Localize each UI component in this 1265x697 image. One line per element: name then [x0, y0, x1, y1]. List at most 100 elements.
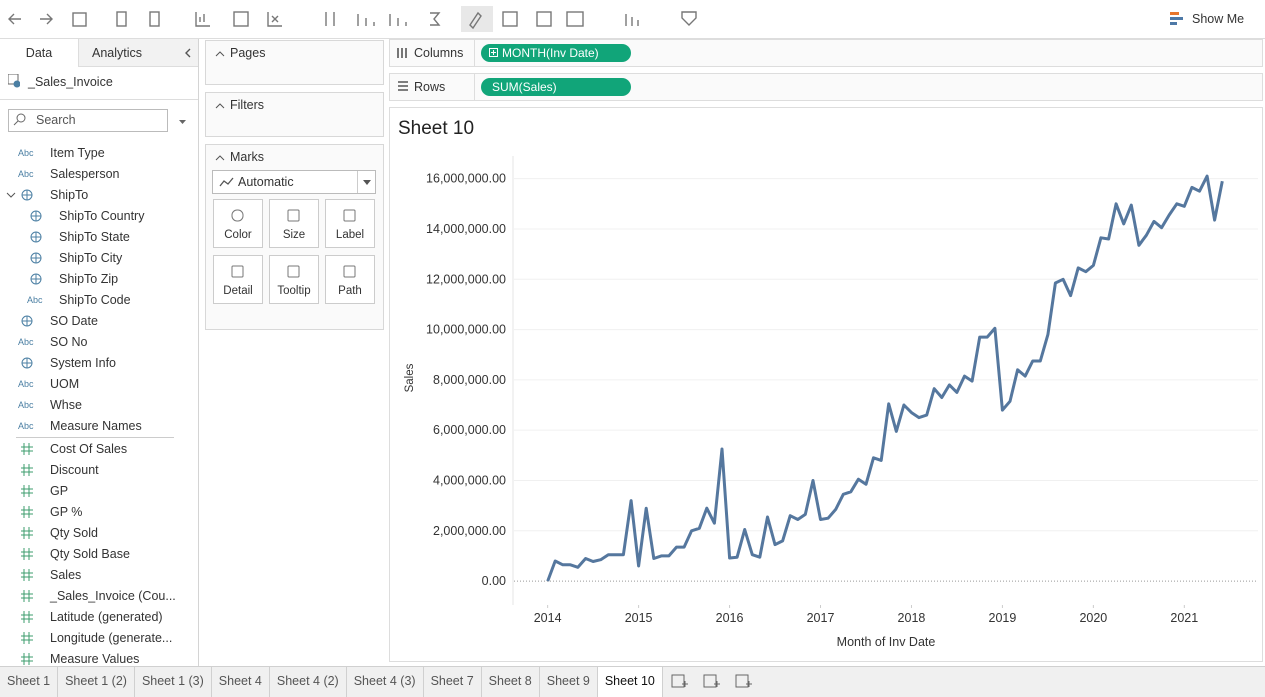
hash: [21, 548, 33, 560]
expand-caret[interactable]: [6, 190, 16, 200]
field[interactable]: ShipTo State: [59, 230, 130, 244]
analytics-tab[interactable]: Analytics: [78, 39, 198, 67]
sheet-tab[interactable]: Sheet 8: [482, 667, 540, 697]
field-icon: [21, 189, 33, 201]
show-me-icon: [1170, 12, 1183, 25]
search-box[interactable]: [8, 109, 168, 132]
button-icon: [287, 209, 300, 222]
source-icon: [8, 74, 20, 88]
globe-lines: [31, 211, 41, 221]
field[interactable]: Sales: [50, 568, 82, 582]
sheet-tab[interactable]: Sheet 1: [0, 667, 59, 697]
field[interactable]: GP %: [50, 505, 83, 519]
field[interactable]: SO No: [50, 335, 88, 349]
sheet-tab[interactable]: Sheet 9: [540, 667, 598, 697]
new-story[interactable]: [727, 667, 759, 695]
field[interactable]: ShipTo: [50, 188, 89, 202]
x-tick-label: 2020: [1079, 611, 1107, 625]
field[interactable]: Qty Sold Base: [50, 547, 130, 561]
icon-shape: [287, 209, 300, 222]
field[interactable]: ShipTo Country: [59, 209, 145, 223]
collapse-pane[interactable]: [183, 48, 193, 58]
rows-pill[interactable]: SUM(Sales): [481, 78, 631, 96]
caret[interactable]: [215, 50, 225, 58]
expand-icon: [489, 48, 498, 57]
x-tick-label: 2017: [807, 611, 835, 625]
field[interactable]: _Sales_Invoice (Cou...: [50, 589, 176, 603]
search-menu[interactable]: [178, 118, 188, 126]
mark-button[interactable]: Label: [325, 199, 375, 248]
columns-pill[interactable]: MONTH(Inv Date): [481, 44, 631, 62]
filters-card: Filters: [205, 92, 384, 137]
chart-title: Sheet 10: [398, 118, 474, 139]
sheet-tab[interactable]: Sheet 1 (3): [135, 667, 212, 697]
sheet-tab[interactable]: Sheet 4: [212, 667, 270, 697]
measure-icon: [21, 590, 33, 602]
field[interactable]: Salesperson: [50, 167, 120, 181]
divider: [16, 437, 174, 438]
rows-label: Rows: [414, 80, 446, 94]
field[interactable]: Longitude (generate...: [50, 631, 173, 645]
field-type: Abc: [18, 169, 34, 179]
toolbar-icons: [8, 6, 697, 32]
field-type: Abc: [27, 295, 43, 305]
hash: [21, 590, 33, 602]
field-type: Abc: [18, 379, 34, 389]
field[interactable]: ShipTo City: [59, 251, 123, 265]
field[interactable]: Qty Sold: [50, 526, 98, 540]
mark-type-dropdown[interactable]: Automatic: [212, 170, 376, 194]
hash: [21, 464, 33, 476]
mark-button[interactable]: Detail: [213, 255, 263, 304]
icon-shape: [343, 265, 356, 278]
measure-icon: [21, 464, 33, 476]
field-type: Abc: [18, 400, 34, 410]
field[interactable]: Item Type: [50, 146, 105, 160]
mark-button[interactable]: Size: [269, 199, 319, 248]
mark-button[interactable]: Path: [325, 255, 375, 304]
field[interactable]: Discount: [50, 463, 99, 477]
field[interactable]: System Info: [50, 356, 116, 370]
globe-lines: [22, 316, 32, 326]
rows-shelf: Rows SUM(Sales): [389, 73, 1263, 101]
hash: [21, 611, 33, 623]
icon-shape: [671, 674, 685, 688]
sheet-tab[interactable]: Sheet 1 (2): [58, 667, 135, 697]
field[interactable]: Measure Values: [50, 652, 140, 666]
globe-lines: [22, 190, 32, 200]
field[interactable]: Measure Names: [50, 419, 142, 433]
caret[interactable]: [215, 102, 225, 110]
field[interactable]: UOM: [50, 377, 80, 391]
field[interactable]: Whse: [50, 398, 82, 412]
pill-text: SUM(Sales): [492, 80, 557, 94]
show-me[interactable]: Show Me: [1192, 12, 1245, 26]
new-dashboard[interactable]: [695, 667, 727, 695]
mark-button[interactable]: Color: [213, 199, 263, 248]
mark-button[interactable]: Tooltip: [269, 255, 319, 304]
field[interactable]: SO Date: [50, 314, 98, 328]
sheet-tab[interactable]: Sheet 4 (3): [347, 667, 424, 697]
field[interactable]: ShipTo Zip: [59, 272, 119, 286]
field[interactable]: Cost Of Sales: [50, 442, 128, 456]
button-label: Color: [224, 229, 252, 241]
dropdown-arrow: [363, 180, 371, 185]
toolbar: Show Me: [0, 0, 1265, 39]
field[interactable]: ShipTo Code: [59, 293, 131, 307]
data-tab[interactable]: Data: [0, 39, 78, 69]
sheet-tab[interactable]: Sheet 4 (2): [270, 667, 347, 697]
caret[interactable]: [215, 154, 225, 162]
new-worksheet[interactable]: [663, 667, 695, 695]
sheet-tab[interactable]: Sheet 10: [597, 667, 663, 697]
field[interactable]: Latitude (generated): [50, 610, 163, 624]
y-tick-label: 6,000,000.00: [433, 423, 506, 437]
field-icon: [30, 231, 42, 243]
columns-label: Columns: [414, 46, 464, 60]
sheet-tab[interactable]: Sheet 7: [424, 667, 482, 697]
icon-shape: [735, 674, 749, 688]
line-icon: [219, 177, 234, 187]
y-tick-label: 8,000,000.00: [433, 373, 506, 387]
field[interactable]: GP: [50, 484, 69, 498]
y-axis-title: Sales: [404, 363, 416, 392]
data-source[interactable]: _Sales_Invoice: [28, 75, 113, 89]
globe-lines: [31, 274, 41, 284]
